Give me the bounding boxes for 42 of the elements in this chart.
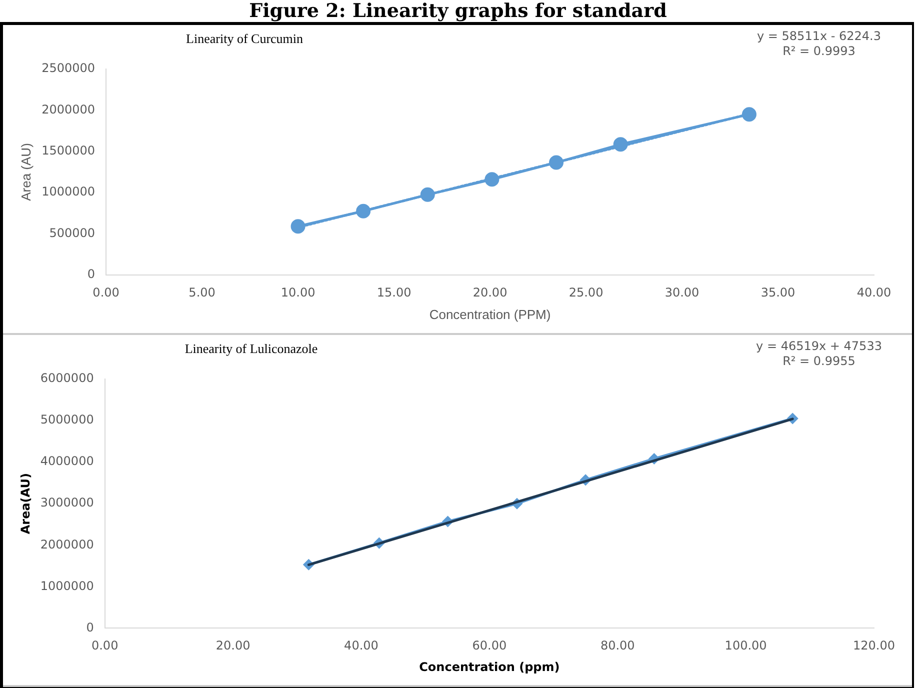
chart-title: Linearity of Luliconazole <box>184 340 318 356</box>
chart-title: Figure 2: Linearity graphs for standard <box>248 0 668 22</box>
x-tick-label: 40.00 <box>344 638 378 653</box>
y-tick-label: 5000000 <box>40 412 94 427</box>
point <box>742 107 756 122</box>
x-axis-title: Concentration (ppm) <box>419 660 560 674</box>
y-tick-label: 1500000 <box>42 144 96 158</box>
point <box>290 219 306 234</box>
x-tick-label: 35.00 <box>760 285 796 300</box>
y-tick-label: 500000 <box>49 226 96 240</box>
x-tick-label: 0.00 <box>92 285 120 300</box>
y-tick-label: 6000000 <box>40 371 94 386</box>
x-tick-label: 20.00 <box>216 638 250 653</box>
y-tick-label: 2000000 <box>40 537 94 552</box>
text: y = 46519x + 47533 <box>756 339 882 354</box>
x-tick-label: 5.00 <box>188 285 216 300</box>
x-tick-label: 60.00 <box>472 638 507 653</box>
x-tick-label: 10.00 <box>280 285 316 300</box>
y-tick-label: 1000000 <box>42 184 96 199</box>
x-tick-label: 80.00 <box>600 638 635 653</box>
x-axis-title: Concentration (PPM) <box>429 306 551 322</box>
x-tick-label: 40.00 <box>856 285 892 300</box>
y-tick-label: 0 <box>86 620 94 634</box>
text: R² = 0.9993 <box>782 44 856 58</box>
y-tick-label: 1000000 <box>40 578 94 593</box>
x-tick-label: 15.00 <box>376 285 412 300</box>
y-tick-label: 0 <box>87 267 96 282</box>
text: R² = 0.9955 <box>782 354 856 368</box>
x-tick-label: 20.00 <box>472 285 508 300</box>
text: y = 58511x - 6224.3 <box>756 29 882 44</box>
y-tick-label: 2000000 <box>42 102 96 116</box>
x-tick-label: 30.00 <box>664 285 700 300</box>
x-tick-label: 25.00 <box>568 285 604 300</box>
chart-subtitle: Linearity of Curcumin <box>186 30 304 46</box>
y-axis-title: Area(AU) <box>18 473 32 534</box>
y-tick-label: 2500000 <box>42 61 96 76</box>
x-tick-label: 100.00 <box>724 638 767 653</box>
y-tick-label: 3000000 <box>40 496 94 510</box>
y-axis-title: Area (AU) <box>18 143 34 201</box>
y-tick-label: 4000000 <box>40 454 94 468</box>
x-tick-label: 0.00 <box>91 638 118 653</box>
x-tick-label: 120.00 <box>853 638 895 653</box>
